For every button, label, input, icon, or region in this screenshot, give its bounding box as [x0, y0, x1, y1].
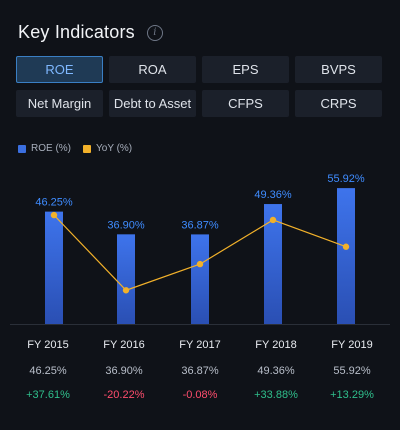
table-row-yoy: +37.61% -20.22% -0.08% +33.88% +13.29% — [10, 385, 390, 405]
roe-value: 49.36% — [257, 365, 295, 377]
yoy-point[interactable] — [50, 211, 58, 219]
roe-value: 55.92% — [333, 365, 371, 377]
yoy-point[interactable] — [196, 260, 204, 268]
tab-net-margin[interactable]: Net Margin — [16, 90, 103, 117]
header: Key Indicators i — [18, 22, 163, 43]
legend-swatch-roe — [18, 144, 26, 153]
chart-legend: ROE (%) YoY (%) — [18, 143, 144, 154]
roe-bar[interactable] — [264, 204, 282, 324]
tab-crps[interactable]: CRPS — [295, 90, 382, 117]
page-title: Key Indicators — [18, 22, 135, 42]
yoy-value: -20.22% — [103, 389, 145, 401]
roe-bar[interactable] — [191, 234, 209, 324]
legend-label-yoy: YoY (%) — [96, 143, 133, 154]
tab-bvps[interactable]: BVPS — [295, 56, 382, 83]
yoy-value: +33.88% — [254, 389, 298, 401]
year-label: FY 2015 — [27, 339, 69, 351]
roe-chart: 46.25% 36.90% 36.87% 49.36% 55.92% — [35, 173, 365, 324]
legend-item-roe[interactable]: ROE (%) — [18, 143, 71, 154]
yoy-point[interactable] — [269, 216, 277, 224]
roe-data-label: 55.92% — [327, 173, 365, 185]
indicator-tabs: ROE ROA EPS BVPS Net Margin Debt to Asse… — [16, 56, 384, 117]
legend-label-roe: ROE (%) — [31, 143, 71, 154]
roe-value: 46.25% — [29, 365, 67, 377]
legend-item-yoy[interactable]: YoY (%) — [83, 143, 132, 154]
yoy-value: +37.61% — [26, 389, 70, 401]
tab-roa[interactable]: ROA — [109, 56, 196, 83]
year-label: FY 2019 — [331, 339, 373, 351]
yoy-point[interactable] — [342, 243, 350, 250]
tab-cfps[interactable]: CFPS — [202, 90, 289, 117]
roe-data-label: 49.36% — [254, 189, 292, 201]
table-row-years: FY 2015 FY 2016 FY 2017 FY 2018 FY 2019 — [10, 335, 390, 355]
axis-divider — [10, 324, 390, 325]
roe-data-label: 36.90% — [107, 219, 145, 231]
roe-bar[interactable] — [117, 234, 135, 324]
roe-bar[interactable] — [337, 188, 355, 324]
roe-value: 36.87% — [181, 365, 219, 377]
roe-data-label: 46.25% — [35, 197, 73, 209]
year-label: FY 2017 — [179, 339, 221, 351]
tab-eps[interactable]: EPS — [202, 56, 289, 83]
yoy-value: -0.08% — [182, 389, 218, 401]
roe-data-label: 36.87% — [181, 219, 219, 231]
year-label: FY 2018 — [255, 339, 297, 351]
roe-value: 36.90% — [105, 365, 143, 377]
yoy-value: +13.29% — [330, 389, 374, 401]
tab-debt-to-asset[interactable]: Debt to Asset — [109, 90, 196, 117]
tab-roe[interactable]: ROE — [16, 56, 103, 83]
summary-table: FY 2015 FY 2016 FY 2017 FY 2018 FY 2019 … — [10, 335, 390, 405]
info-icon[interactable]: i — [146, 24, 163, 41]
year-label: FY 2016 — [103, 339, 145, 351]
yoy-point[interactable] — [122, 287, 130, 294]
table-row-values: 46.25% 36.90% 36.87% 49.36% 55.92% — [10, 361, 390, 381]
legend-swatch-yoy — [83, 144, 91, 153]
roe-bar[interactable] — [45, 211, 63, 324]
